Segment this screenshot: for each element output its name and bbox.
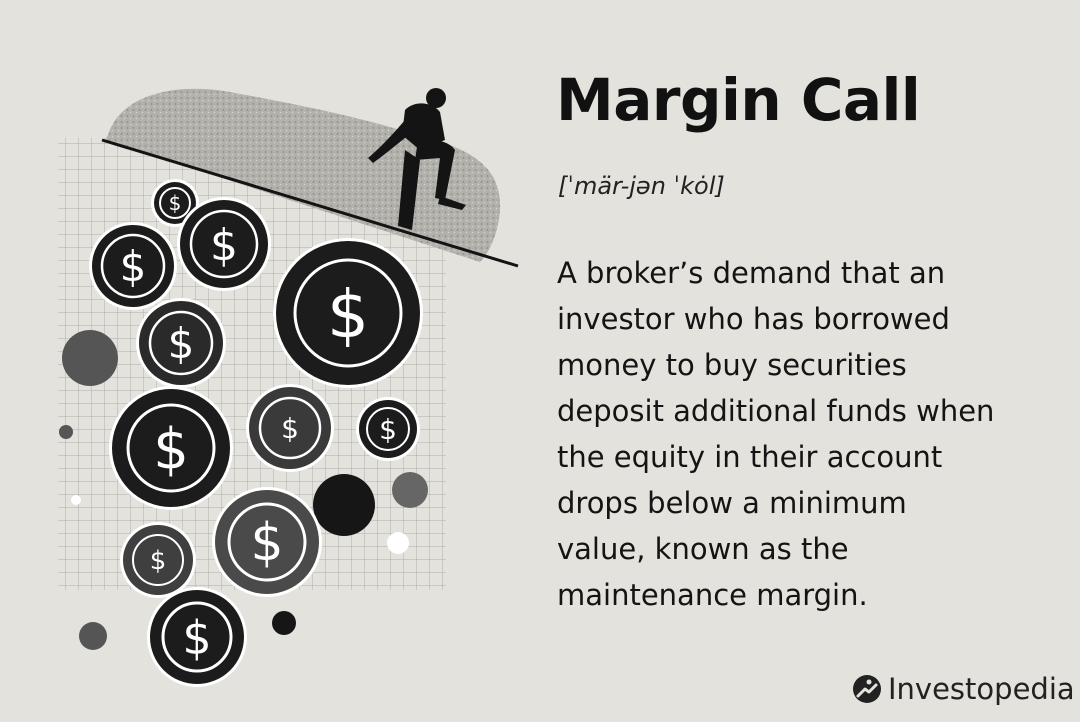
dollar-coin: $ — [246, 384, 334, 472]
definition-line: deposit additional funds when — [557, 394, 995, 428]
margin-call-illustration: $ $ $ $ $ $ $ $ $ $ $ — [58, 88, 519, 687]
coin-symbol: $ — [281, 412, 299, 445]
dollar-coin: $ — [120, 522, 196, 598]
definition-line: value, known as the — [557, 532, 849, 566]
decorative-dots — [59, 330, 428, 650]
slope-line — [101, 138, 519, 268]
dollar-coin: $ — [151, 179, 199, 227]
dollar-coin: $ — [356, 397, 420, 461]
definition-line: money to buy securities — [557, 348, 907, 382]
brand-name: Investopedia — [888, 672, 1075, 706]
term-title: Margin Call — [556, 66, 921, 134]
investopedia-brand: Investopedia — [852, 672, 1075, 706]
dollar-coin: $ — [177, 197, 271, 291]
coin-symbol: $ — [182, 611, 211, 665]
definition-line: investor who has borrowed — [557, 302, 950, 336]
definition-text: A broker’s demand that an investor who h… — [557, 250, 1062, 618]
dollar-coin: $ — [147, 587, 247, 687]
coin-symbol: $ — [250, 513, 283, 573]
definition-line: A broker’s demand that an — [557, 256, 946, 290]
dollar-coin: $ — [109, 386, 233, 510]
dollar-coin: $ — [273, 238, 423, 388]
pronunciation: [ˈmär-jən ˈkȯl] — [558, 172, 725, 200]
coin-symbol: $ — [168, 319, 195, 368]
coin-symbol: $ — [120, 242, 147, 291]
dollar-coin: $ — [89, 222, 177, 310]
dollar-coin: $ — [136, 298, 226, 388]
coin-symbol: $ — [150, 546, 167, 576]
investopedia-logo-icon — [853, 675, 881, 703]
definition-line: the equity in their account — [557, 440, 943, 474]
definition-line: drops below a minimum — [557, 486, 907, 520]
definition-line: maintenance margin. — [557, 578, 868, 612]
coin-symbol: $ — [327, 276, 369, 353]
coin-symbol: $ — [169, 191, 182, 215]
coin-symbol: $ — [379, 413, 397, 446]
coin-symbol: $ — [153, 417, 189, 482]
dollar-coin: $ — [212, 487, 322, 597]
person-silhouette — [368, 88, 466, 230]
coin-symbol: $ — [210, 220, 238, 271]
